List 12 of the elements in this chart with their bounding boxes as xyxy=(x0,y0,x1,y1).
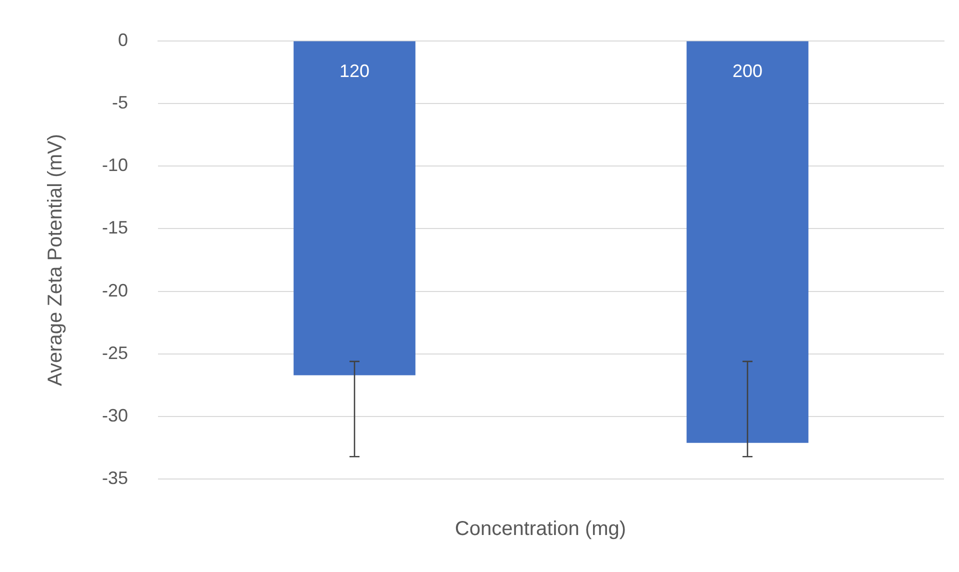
y-tick-label: -5 xyxy=(112,92,128,112)
x-tick-label: 200 xyxy=(732,60,763,81)
x-tick-label: 120 xyxy=(339,60,370,81)
y-tick-label: -20 xyxy=(102,280,128,300)
y-tick-label: -25 xyxy=(102,342,128,363)
y-tick-label: -10 xyxy=(102,155,128,176)
x-axis-title: Concentration (mg) xyxy=(454,518,628,541)
y-tick-label: -30 xyxy=(102,406,128,426)
y-axis-title: Average Zeta Potential (mV) xyxy=(44,134,67,386)
y-tick-label: -15 xyxy=(102,218,128,238)
y-tick-label: -35 xyxy=(102,468,128,488)
y-tick-label: 0 xyxy=(118,30,128,50)
